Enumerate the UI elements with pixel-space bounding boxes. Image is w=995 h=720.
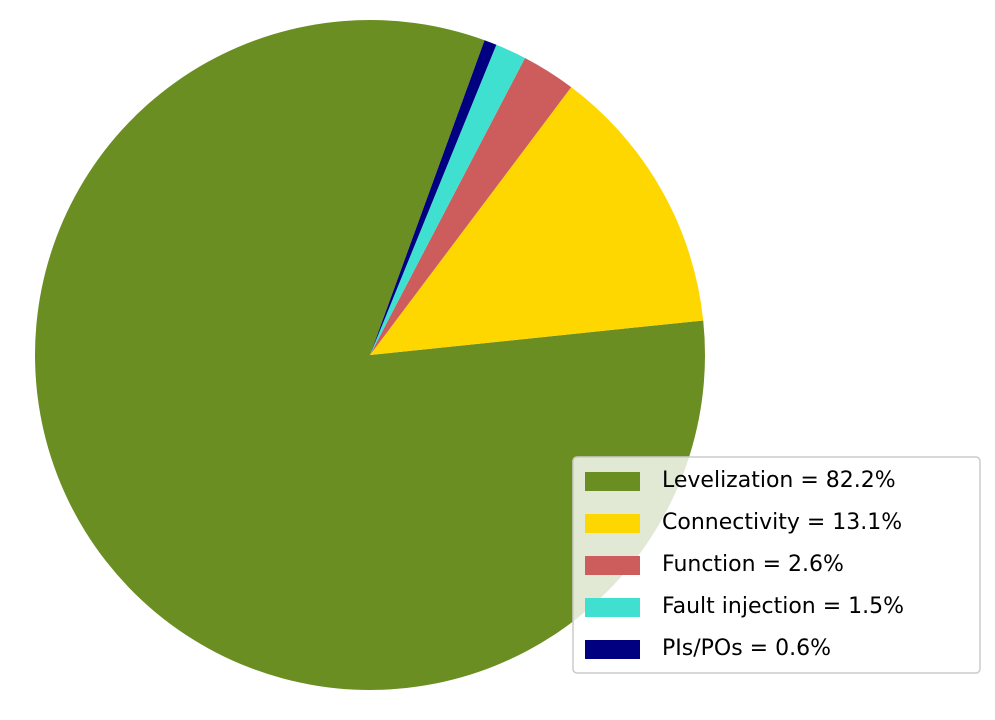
- legend-label: PIs/POs = 0.6%: [662, 636, 831, 661]
- pie-slice: [370, 44, 525, 356]
- legend-label: Connectivity = 13.1%: [662, 510, 902, 535]
- legend-box: [572, 456, 981, 674]
- pie-slice: [370, 87, 704, 355]
- legend-swatch: [585, 640, 640, 659]
- legend-swatch: [585, 598, 640, 617]
- legend-swatch: [585, 514, 640, 533]
- legend-label: Levelization = 82.2%: [662, 468, 896, 493]
- pie-slice: [35, 19, 705, 690]
- legend-label: Fault injection = 1.5%: [662, 594, 904, 619]
- pie-slice: [370, 58, 572, 355]
- legend-label: Function = 2.6%: [662, 552, 844, 577]
- pie-slice: [370, 40, 497, 355]
- legend-swatch: [585, 472, 640, 491]
- legend-swatch: [585, 556, 640, 575]
